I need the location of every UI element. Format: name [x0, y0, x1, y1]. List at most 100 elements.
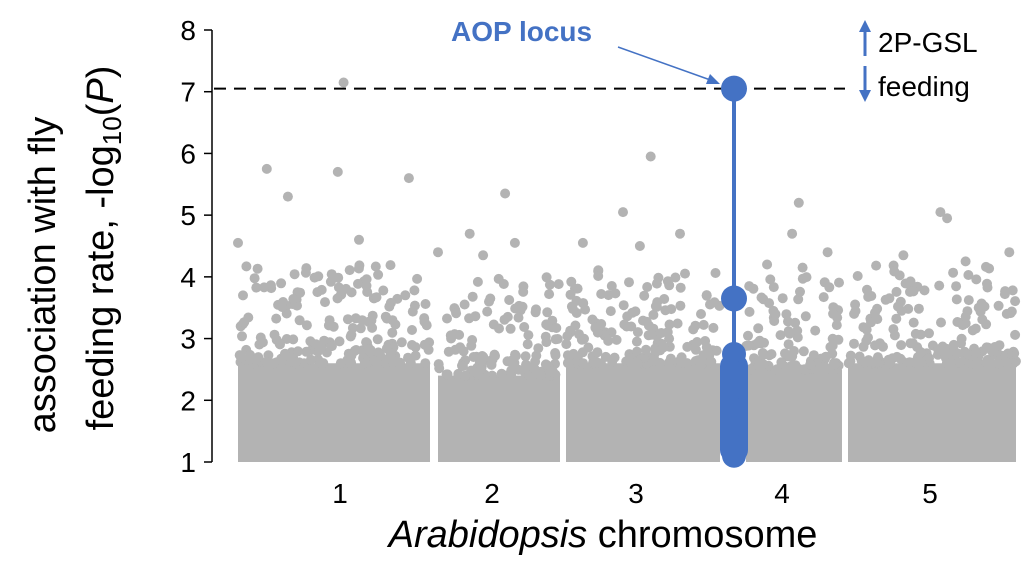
snp-point	[467, 291, 478, 302]
snp-point	[919, 285, 930, 296]
snp-point	[333, 272, 344, 283]
snp-point	[784, 364, 795, 375]
snp-point	[798, 346, 809, 357]
snp-point	[649, 355, 659, 366]
snp-point	[318, 358, 329, 369]
snp-point	[553, 279, 564, 290]
snp-point	[531, 304, 541, 315]
snp-point	[344, 265, 355, 276]
snp-point	[824, 282, 835, 293]
snp-point	[878, 341, 888, 352]
snp-max-point	[645, 151, 656, 162]
snp-point	[905, 338, 916, 349]
snp-point	[910, 328, 921, 339]
snp-peak-point	[1004, 247, 1015, 258]
x-axis-title-rest: chromosome	[587, 514, 817, 556]
snp-peak-point	[762, 259, 773, 270]
snp-point	[323, 320, 334, 331]
snp-point	[357, 315, 368, 326]
snp-point	[701, 290, 712, 301]
snp-point	[562, 331, 573, 342]
snp-point	[896, 340, 907, 351]
snp-point	[301, 320, 312, 331]
snp-point	[446, 333, 457, 344]
snp-point	[864, 356, 875, 367]
snp-point	[710, 268, 721, 278]
snp-point	[889, 266, 900, 277]
snp-point	[810, 325, 821, 336]
snp-point	[936, 317, 946, 328]
snp-point	[801, 272, 812, 283]
snp-point	[603, 335, 614, 346]
snp-point	[571, 295, 582, 306]
snp-point	[243, 312, 254, 323]
snp-point	[373, 269, 384, 280]
snp-point	[664, 333, 675, 344]
snp-point	[458, 346, 469, 357]
snp-point	[472, 276, 483, 287]
snp-point	[542, 307, 553, 318]
snp-point	[563, 358, 574, 369]
snp-point	[424, 337, 435, 348]
snp-point	[249, 273, 260, 284]
snp-point	[288, 294, 299, 304]
snp-point	[237, 331, 247, 342]
snp-point	[748, 283, 759, 294]
snp-point	[861, 324, 872, 335]
legend-up-label: 2P-GSL	[878, 27, 978, 58]
chromosome-label-1: 1	[332, 478, 348, 509]
aop-locus-pointer-arrowhead	[706, 74, 720, 84]
snp-peak-point	[822, 247, 833, 258]
snp-point	[423, 344, 434, 355]
snp-point	[434, 363, 445, 374]
snp-point	[295, 287, 306, 298]
aop-locus-point	[722, 443, 746, 468]
snp-point	[904, 357, 915, 368]
snp-point	[521, 359, 531, 370]
snp-point	[372, 358, 383, 369]
snp-point	[934, 280, 945, 291]
snp-point	[384, 301, 395, 312]
snp-point	[698, 319, 709, 330]
snp-point	[951, 294, 962, 305]
snp-point	[971, 358, 982, 369]
snp-point	[852, 271, 863, 281]
snp-point	[861, 335, 872, 346]
snp-point	[641, 316, 652, 327]
snp-point	[829, 359, 840, 370]
y-axis-title-line1: association with fly	[22, 117, 64, 434]
snp-point	[420, 358, 431, 369]
snp-point	[510, 350, 521, 361]
snp-point	[577, 347, 588, 358]
snp-point	[611, 334, 622, 345]
snp-peak-point	[433, 247, 443, 258]
snp-point	[646, 329, 657, 340]
chromosome-5-dense-points	[848, 363, 1016, 462]
snp-point	[618, 300, 629, 311]
snp-peak-point	[354, 234, 364, 245]
chromosome-1-dense-points	[238, 363, 430, 462]
snp-point	[872, 356, 882, 367]
snp-point	[680, 268, 690, 279]
snp-point	[1010, 329, 1021, 340]
snp-point	[764, 298, 775, 309]
snp-point	[768, 282, 779, 293]
snp-point	[641, 344, 651, 355]
x-axis-title-italic: Arabidopsis	[387, 514, 588, 556]
snp-peak-point	[577, 237, 588, 248]
snp-point	[781, 309, 792, 320]
snp-peak-point	[261, 163, 272, 174]
snp-point	[314, 343, 325, 354]
snp-peak-point	[403, 173, 414, 184]
y-axis-title-p: P	[80, 78, 122, 104]
snp-point	[518, 281, 529, 292]
snp-point	[755, 338, 766, 349]
snp-point	[271, 313, 282, 324]
snp-point	[1007, 285, 1018, 296]
snp-point	[252, 263, 263, 274]
snp-point	[708, 322, 719, 333]
snp-point	[332, 293, 343, 304]
y-axis-title-line2: feeding rate, -log10(P)	[80, 66, 127, 431]
snp-point	[290, 357, 301, 368]
